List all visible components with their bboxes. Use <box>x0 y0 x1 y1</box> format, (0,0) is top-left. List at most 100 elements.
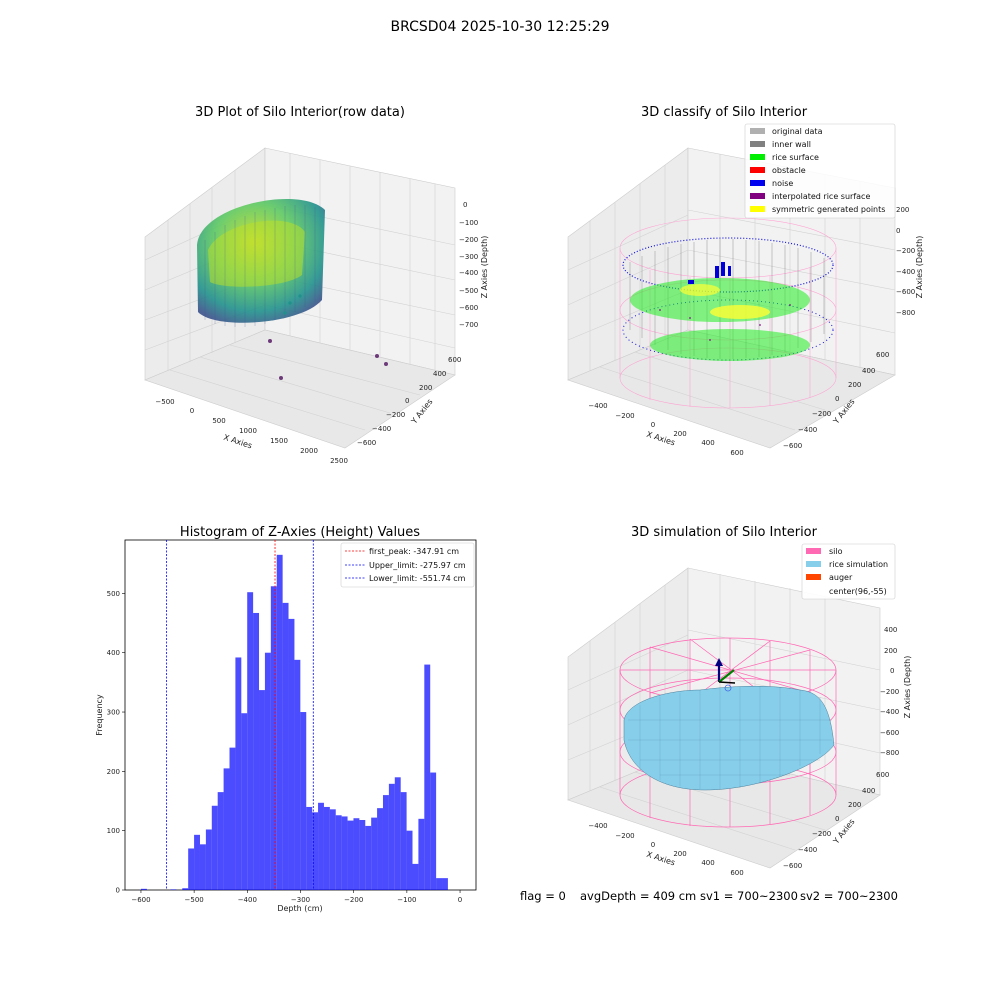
x-tick-label: −200 <box>615 412 634 420</box>
svg-text:original data: original data <box>772 127 823 136</box>
rice-simulation-surface <box>623 685 835 791</box>
x-tick-label: 200 <box>673 850 686 858</box>
histogram-bar <box>199 844 206 890</box>
svg-text:Upper_limit: -275.97 cm: Upper_limit: -275.97 cm <box>369 561 466 570</box>
histogram-bar <box>394 777 401 890</box>
histogram-bar <box>406 830 413 890</box>
auger-axes-icon <box>715 658 736 692</box>
y-tick-label: −400 <box>798 846 817 854</box>
classify-x-ticks: −400 −200 0 200 400 600 <box>588 402 743 457</box>
legend-item: Upper_limit: -275.97 cm <box>345 561 466 570</box>
histogram-bar <box>359 820 366 890</box>
histogram-bar <box>371 817 378 890</box>
z-tick-label: 0 <box>890 667 894 675</box>
z-tick-label: −700 <box>459 321 478 329</box>
histogram-bar <box>306 806 313 890</box>
x-tick-label: 600 <box>730 869 743 877</box>
histogram-bar <box>377 808 383 890</box>
x-tick-label: 2500 <box>330 457 348 465</box>
y-tick-label: 600 <box>876 351 889 359</box>
y-tick-label: 200 <box>419 384 432 392</box>
z-tick-label: −200 <box>880 688 899 696</box>
legend-item: auger <box>806 573 853 582</box>
x-tick-label: 2000 <box>300 447 318 455</box>
svg-text:obstacle: obstacle <box>772 166 806 175</box>
x-tick-label: −400 <box>238 896 257 904</box>
x-tick-label: 500 <box>212 417 225 425</box>
y-tick-label: 500 <box>107 590 120 598</box>
y-tick-label: 0 <box>405 397 409 405</box>
legend-item: center(96,-55) <box>829 587 887 596</box>
x-tick-label: −400 <box>588 822 607 830</box>
simulation-y-ticks: 600 400 200 0 −200 −400 −600 <box>783 771 889 870</box>
z-tick-label: 400 <box>884 626 897 634</box>
y-tick-label: 0 <box>835 815 839 823</box>
simulation-x-axis-label: X Axies <box>645 850 676 868</box>
y-tick-label: 400 <box>107 649 120 657</box>
histogram-x-axis-label: Depth (cm) <box>277 904 322 913</box>
histogram-bar <box>247 592 254 890</box>
svg-text:first_peak: -347.91 cm: first_peak: -347.91 cm <box>369 547 459 556</box>
z-tick-label: −400 <box>880 708 899 716</box>
histogram-legend: first_peak: -347.91 cm Upper_limit: -275… <box>340 542 475 588</box>
raw-y-ticks: 600 400 200 0 −200 −400 −600 <box>357 356 461 447</box>
y-tick-label: 0 <box>835 395 839 403</box>
panel-raw-3d: 3D Plot of Silo Interior(row data) <box>144 105 489 465</box>
x-tick-label: 0 <box>458 896 462 904</box>
x-tick-label: −600 <box>131 896 150 904</box>
histogram-bar <box>282 602 289 890</box>
z-tick-label: −300 <box>459 253 478 261</box>
x-tick-label: 0 <box>651 421 655 429</box>
z-tick-label: −500 <box>459 287 478 295</box>
histogram-bar <box>211 805 218 890</box>
raw-z-axis-label: Z Axies (Depth) <box>480 236 489 299</box>
histogram-bars <box>140 554 448 890</box>
histogram-bar <box>170 889 177 890</box>
raw-point-cloud <box>197 198 388 380</box>
classify-x-axis-label: X Axies <box>645 430 676 448</box>
classify-legend: original data inner wall rice surface ob… <box>744 123 896 219</box>
y-tick-label: 0 <box>116 887 120 895</box>
svg-text:symmetric generated points: symmetric generated points <box>772 205 885 214</box>
status-sv2: sv2 = 700~2300 <box>800 889 898 903</box>
histogram-bar <box>253 612 260 890</box>
histogram-bar <box>259 690 265 890</box>
x-tick-label: −300 <box>291 896 310 904</box>
y-tick-label: −600 <box>783 442 802 450</box>
y-tick-label: 200 <box>848 801 861 809</box>
y-tick-label: 600 <box>876 771 889 779</box>
z-tick-label: 0 <box>896 227 900 235</box>
histogram-bar <box>300 712 307 890</box>
y-tick-label: 600 <box>448 356 461 364</box>
panel-classify-3d: 3D classify of Silo Interior <box>567 105 924 457</box>
histogram-bar <box>318 802 324 890</box>
y-tick-label: 400 <box>433 370 446 378</box>
simulation-panel-title: 3D simulation of Silo Interior <box>631 525 818 540</box>
status-sv1: sv1 = 700~2300 <box>700 889 798 903</box>
histogram-bar <box>223 768 230 890</box>
histogram-bar <box>388 783 395 890</box>
svg-text:rice surface: rice surface <box>772 153 819 162</box>
y-tick-label: 100 <box>107 827 120 835</box>
y-tick-label: −400 <box>372 425 391 433</box>
svg-text:Lower_limit: -551.74 cm: Lower_limit: -551.74 cm <box>369 574 466 583</box>
histogram-bar <box>347 820 354 890</box>
histogram-bar <box>288 618 295 890</box>
x-tick-label: 400 <box>701 859 714 867</box>
simulation-z-ticks: 400 200 0 −200 −400 −600 −800 <box>880 626 899 757</box>
histogram-bar <box>264 652 271 890</box>
histogram-bar <box>241 713 248 890</box>
z-tick-label: −600 <box>459 304 478 312</box>
raw-z-ticks: 0 −100 −200 −300 −400 −500 −600 −700 <box>459 201 478 329</box>
z-tick-label: −800 <box>896 309 915 317</box>
z-tick-label: −600 <box>880 729 899 737</box>
histogram-title: Histogram of Z-Axies (Height) Values <box>180 525 420 540</box>
histogram-bar <box>329 809 336 890</box>
histogram-bar <box>382 795 389 890</box>
histogram-bar <box>424 664 431 890</box>
panel-histogram: Histogram of Z-Axies (Height) Values −60… <box>95 525 477 913</box>
histogram-y-axis-label: Frequency <box>95 694 104 736</box>
histogram-bar <box>400 792 407 890</box>
panel-simulation-3d: 3D simulation of Silo Interior <box>567 525 912 877</box>
